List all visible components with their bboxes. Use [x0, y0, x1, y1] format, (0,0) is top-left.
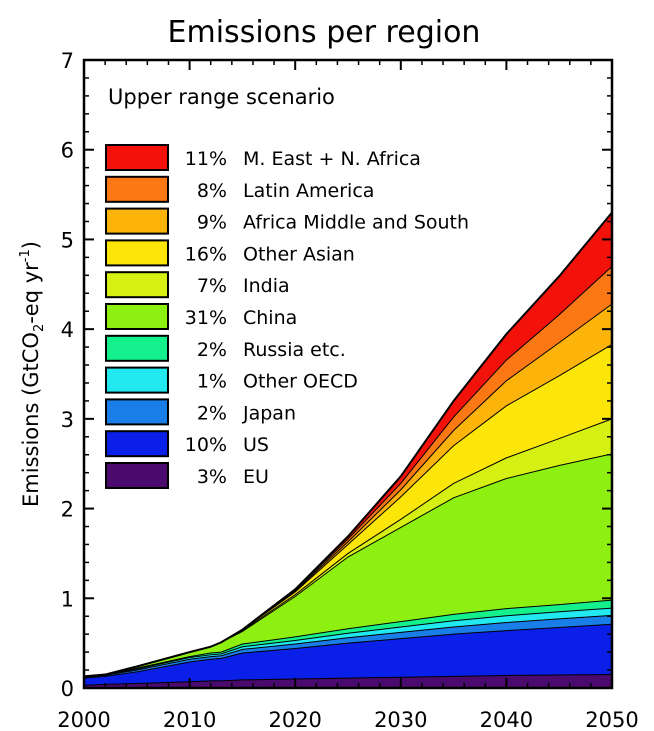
legend-item-china: 31% China	[105, 303, 297, 330]
area-india	[84, 418, 612, 677]
legend-label-other-asian: Other Asian	[243, 243, 355, 265]
legend-share-japan: 2%	[197, 402, 227, 424]
y-tick-label-0: 0	[61, 677, 74, 701]
legend-share-m-east-n-africa: 11%	[185, 148, 227, 170]
x-tick-label-2040: 2040	[480, 708, 533, 731]
stacked-areas	[84, 212, 612, 688]
legend-swatch-other-oecd	[105, 366, 169, 394]
legend-label-us: US	[243, 434, 269, 456]
y-tick-label-5: 5	[61, 228, 74, 252]
legend-share-other-asian: 16%	[185, 243, 227, 265]
line-other-oecd	[83, 607, 613, 677]
x-tick-label-2050: 2050	[585, 708, 638, 731]
legend-swatch-other-asian	[105, 239, 169, 267]
area-china	[84, 453, 612, 677]
area-other-asian	[84, 344, 612, 677]
x-tick-label-2030: 2030	[374, 708, 427, 731]
y-tick-label-7: 7	[61, 49, 74, 73]
line-russia-etc	[83, 599, 613, 677]
y-tick-label-1: 1	[61, 587, 74, 611]
legend-label-russia-etc: Russia etc.	[243, 339, 346, 361]
legend-label-japan: Japan	[242, 402, 296, 424]
line-m-east-n-africa	[83, 211, 613, 678]
y-tick-label-2: 2	[61, 498, 74, 522]
area-us	[84, 624, 612, 686]
legend-item-latin-america: 8% Latin America	[105, 175, 374, 203]
legend-swatch-eu	[105, 462, 169, 489]
legend-swatch-africa-middle-and-south	[105, 207, 169, 235]
legend-share-latin-america: 8%	[197, 180, 227, 202]
legend-label-m-east-n-africa: M. East + N. Africa	[243, 148, 421, 170]
legend-item-us: 10% US	[105, 430, 269, 458]
legend-share-eu: 3%	[197, 466, 227, 488]
y-label-suffix: )	[19, 241, 43, 249]
legend-share-china: 31%	[185, 307, 227, 329]
legend-label-eu: EU	[243, 466, 269, 488]
y-tick-label-6: 6	[61, 139, 74, 163]
y-axis-label: Emissions (GtCO2-eq yr-1)	[18, 241, 47, 507]
legend-label-africa-middle-and-south: Africa Middle and South	[243, 212, 469, 234]
legend-item-other-asian: 16% Other Asian	[105, 239, 355, 267]
legend-swatch-m-east-n-africa	[105, 144, 169, 171]
x-tick-label-2000: 2000	[57, 708, 110, 731]
legend-label-latin-america: Latin America	[243, 180, 374, 202]
legend-item-m-east-n-africa: 11% M. East + N. Africa	[105, 144, 421, 171]
legend-label-other-oecd: Other OECD	[243, 371, 358, 393]
chart-title: Emissions per region	[168, 15, 481, 50]
y-tick-label-4: 4	[61, 318, 74, 342]
area-eu	[84, 674, 612, 688]
line-eu	[83, 674, 613, 686]
legend-share-russia-etc: 2%	[197, 339, 227, 361]
legend-item-russia-etc: 2% Russia etc.	[105, 334, 346, 362]
legend-share-africa-middle-and-south: 9%	[197, 212, 227, 234]
legend-share-us: 10%	[185, 434, 227, 456]
legend-label-india: India	[243, 275, 290, 297]
legend-swatch-us	[105, 430, 169, 458]
legend-item-eu: 3% EU	[105, 462, 269, 489]
line-us	[83, 623, 613, 679]
legend-share-other-oecd: 1%	[197, 371, 227, 393]
chart-subtitle: Upper range scenario	[108, 85, 335, 109]
legend-swatch-china	[105, 303, 169, 330]
y-label-sub: 2	[32, 324, 47, 332]
legend-item-japan: 2% Japan	[105, 398, 296, 426]
legend-swatch-latin-america	[105, 175, 169, 203]
x-tick-label-2010: 2010	[163, 708, 216, 731]
y-label-prefix: Emissions (GtCO	[19, 332, 43, 507]
area-other-oecd	[84, 608, 612, 678]
legend: 11% M. East + N. Africa 8% Latin America 9% A…	[105, 144, 469, 489]
x-tick-label-2020: 2020	[268, 708, 321, 731]
y-label-sup: -1	[18, 249, 33, 262]
legend-swatch-india	[105, 271, 169, 299]
legend-swatch-japan	[105, 398, 169, 426]
legend-item-africa-middle-and-south: 9% Africa Middle and South	[105, 207, 469, 235]
line-japan	[83, 614, 613, 678]
y-label-mid: -eq yr	[19, 262, 43, 324]
plot-frame	[82, 58, 614, 690]
legend-share-india: 7%	[197, 275, 227, 297]
area-japan	[84, 615, 612, 679]
legend-item-other-oecd: 1% Other OECD	[105, 366, 358, 394]
axis-ticks: 2000 2010 2020 2030 2040 2050 0 1 2 3 4 5 6 7	[57, 49, 638, 731]
legend-swatch-russia-etc	[105, 334, 169, 362]
series-boundaries	[83, 211, 613, 686]
legend-item-india: 7% India	[105, 271, 290, 299]
y-tick-label-3: 3	[61, 408, 74, 432]
legend-label-china: China	[243, 307, 297, 329]
